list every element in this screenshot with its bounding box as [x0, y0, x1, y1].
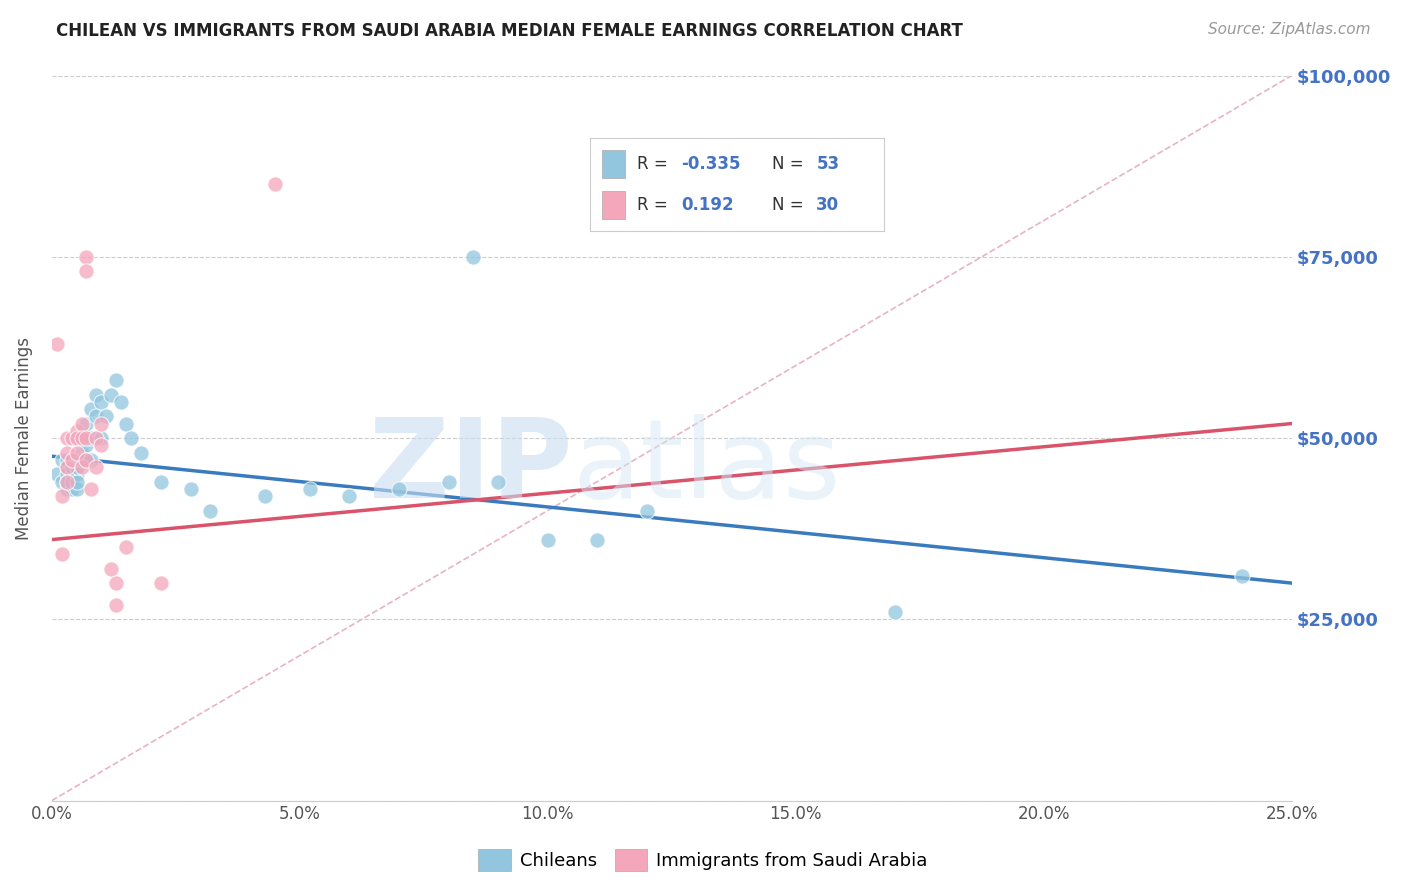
- Point: [96, 409, 118, 424]
- Text: Source: ZipAtlas.com: Source: ZipAtlas.com: [1208, 22, 1371, 37]
- Point: [70, 460, 93, 475]
- Point: [55, 460, 77, 475]
- Point: [388, 482, 411, 496]
- Point: [90, 438, 112, 452]
- Point: [60, 431, 83, 445]
- Text: 53: 53: [817, 155, 839, 173]
- Point: [60, 482, 83, 496]
- Point: [76, 431, 98, 445]
- Point: [55, 445, 77, 459]
- Point: [115, 540, 138, 554]
- Point: [70, 431, 93, 445]
- Point: [298, 482, 321, 496]
- Text: R =: R =: [637, 195, 673, 214]
- Text: R =: R =: [637, 155, 673, 173]
- Point: [105, 576, 128, 591]
- Legend: Chileans, Immigrants from Saudi Arabia: Chileans, Immigrants from Saudi Arabia: [471, 842, 935, 879]
- Point: [55, 482, 77, 496]
- Text: ZIP: ZIP: [370, 414, 572, 521]
- Point: [51, 452, 73, 467]
- Point: [86, 460, 108, 475]
- Point: [537, 533, 560, 547]
- Point: [90, 431, 112, 445]
- Point: [55, 467, 77, 482]
- Point: [86, 431, 108, 445]
- Point: [55, 452, 77, 467]
- Point: [60, 467, 83, 482]
- Point: [76, 250, 98, 264]
- Point: [149, 475, 172, 489]
- Point: [110, 394, 132, 409]
- Point: [437, 475, 460, 489]
- Point: [115, 417, 138, 431]
- Point: [149, 576, 172, 591]
- Point: [180, 482, 202, 496]
- Point: [55, 475, 77, 489]
- Point: [65, 431, 87, 445]
- Point: [105, 373, 128, 387]
- Point: [65, 467, 87, 482]
- Point: [200, 503, 222, 517]
- Point: [76, 264, 98, 278]
- Point: [90, 394, 112, 409]
- Point: [100, 387, 122, 401]
- Point: [337, 489, 360, 503]
- Text: CHILEAN VS IMMIGRANTS FROM SAUDI ARABIA MEDIAN FEMALE EARNINGS CORRELATION CHART: CHILEAN VS IMMIGRANTS FROM SAUDI ARABIA …: [56, 22, 963, 40]
- Point: [70, 452, 93, 467]
- Text: N =: N =: [772, 155, 808, 173]
- Point: [264, 178, 287, 192]
- Text: atlas: atlas: [572, 414, 841, 521]
- Point: [80, 402, 103, 417]
- Point: [45, 336, 67, 351]
- Point: [65, 452, 87, 467]
- Point: [884, 605, 907, 619]
- Point: [463, 250, 485, 264]
- Point: [76, 452, 98, 467]
- Point: [51, 489, 73, 503]
- Point: [60, 452, 83, 467]
- Point: [76, 417, 98, 431]
- Point: [80, 482, 103, 496]
- Point: [51, 547, 73, 561]
- Point: [129, 445, 152, 459]
- Point: [105, 598, 128, 612]
- FancyBboxPatch shape: [602, 150, 626, 178]
- Point: [55, 460, 77, 475]
- Point: [55, 431, 77, 445]
- Point: [70, 417, 93, 431]
- Point: [65, 445, 87, 459]
- Point: [254, 489, 277, 503]
- Point: [120, 431, 142, 445]
- Text: 0.192: 0.192: [681, 195, 734, 214]
- Point: [65, 475, 87, 489]
- Y-axis label: Median Female Earnings: Median Female Earnings: [15, 336, 32, 540]
- Point: [76, 452, 98, 467]
- Point: [70, 431, 93, 445]
- Point: [60, 452, 83, 467]
- Point: [90, 417, 112, 431]
- Point: [70, 445, 93, 459]
- Point: [65, 424, 87, 438]
- Point: [86, 387, 108, 401]
- Text: -0.335: -0.335: [681, 155, 741, 173]
- Point: [1230, 569, 1253, 583]
- Point: [100, 561, 122, 575]
- Point: [636, 503, 658, 517]
- Point: [65, 482, 87, 496]
- Text: N =: N =: [772, 195, 808, 214]
- Point: [80, 431, 103, 445]
- Point: [45, 467, 67, 482]
- Point: [486, 475, 509, 489]
- Point: [80, 452, 103, 467]
- Point: [60, 460, 83, 475]
- FancyBboxPatch shape: [602, 191, 626, 219]
- Point: [65, 460, 87, 475]
- Point: [76, 438, 98, 452]
- Text: 30: 30: [817, 195, 839, 214]
- Point: [586, 533, 609, 547]
- Point: [60, 475, 83, 489]
- Point: [55, 475, 77, 489]
- Point: [86, 409, 108, 424]
- Point: [51, 475, 73, 489]
